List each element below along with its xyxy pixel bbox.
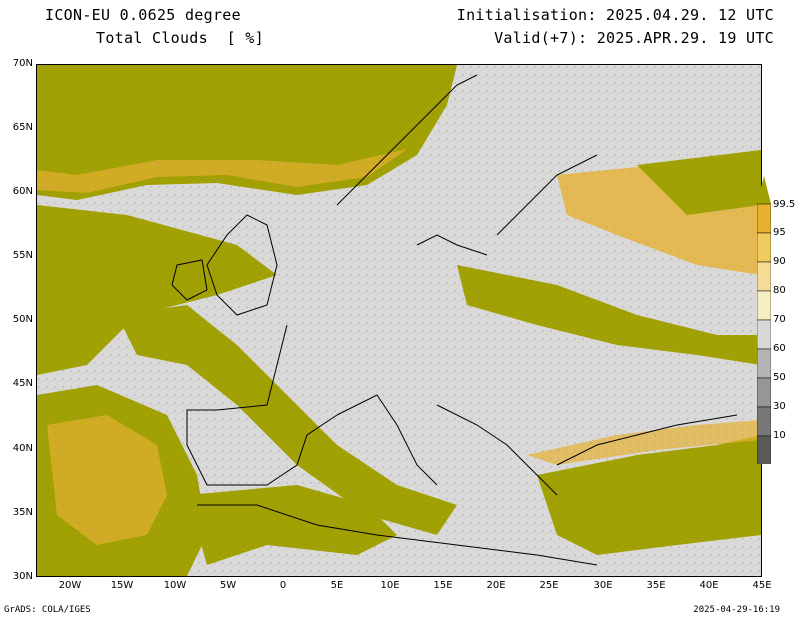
- colorbar-cell: [757, 261, 771, 292]
- colorbar-cell: [757, 203, 771, 234]
- colorbar-cap-top: [757, 176, 771, 204]
- colorbar-label-10: 10: [773, 430, 786, 441]
- lon-label-40e: 40E: [699, 580, 719, 591]
- variable-title: Total Clouds [ %]: [96, 29, 264, 47]
- lat-label-35n: 35N: [12, 507, 33, 518]
- map-canvas: [37, 65, 761, 576]
- colorbar: [757, 176, 771, 464]
- colorbar-label-30: 30: [773, 401, 786, 412]
- lon-label-0: 0: [279, 580, 287, 591]
- colorbar-cell: [757, 348, 771, 379]
- lat-label-60n: 60N: [12, 186, 33, 197]
- lon-label-15e: 15E: [433, 580, 453, 591]
- colorbar-cell: [757, 377, 771, 408]
- lat-label-70n: 70N: [12, 58, 33, 69]
- colorbar-cell: [757, 406, 771, 437]
- model-title: ICON-EU 0.0625 degree: [45, 6, 241, 24]
- coastlines: [171, 74, 738, 566]
- colorbar-label-95: 95: [773, 227, 786, 238]
- lat-label-45n: 45N: [12, 378, 33, 389]
- lon-label-45e: 45E: [752, 580, 772, 591]
- lon-label-10e: 10E: [380, 580, 400, 591]
- colorbar-label-60: 60: [773, 343, 786, 354]
- render-timestamp: 2025-04-29-16:19: [693, 605, 780, 615]
- lat-label-30n: 30N: [12, 571, 33, 582]
- lon-label-5w: 5W: [219, 580, 237, 591]
- lat-label-55n: 55N: [12, 250, 33, 261]
- colorbar-label-80: 80: [773, 285, 786, 296]
- lon-label-20e: 20E: [486, 580, 506, 591]
- lon-label-20w: 20W: [58, 580, 82, 591]
- colorbar-label-50: 50: [773, 372, 786, 383]
- colorbar-label-99-5: 99.5: [773, 199, 796, 210]
- cloud-cover-map[interactable]: [36, 64, 762, 577]
- lon-label-30e: 30E: [593, 580, 613, 591]
- lon-label-15w: 15W: [110, 580, 134, 591]
- lon-label-25e: 25E: [539, 580, 559, 591]
- initialisation-time: Initialisation: 2025.04.29. 12 UTC: [456, 6, 774, 24]
- colorbar-cell: [757, 290, 771, 321]
- valid-time: Valid(+7): 2025.APR.29. 19 UTC: [494, 29, 774, 47]
- colorbar-cell: [757, 232, 771, 263]
- lon-label-10w: 10W: [163, 580, 187, 591]
- credit-text: GrADS: COLA/IGES: [4, 605, 91, 615]
- lat-label-50n: 50N: [12, 314, 33, 325]
- lon-label-5e: 5E: [330, 580, 344, 591]
- lat-label-40n: 40N: [12, 443, 33, 454]
- lat-label-65n: 65N: [12, 122, 33, 133]
- colorbar-label-90: 90: [773, 256, 786, 267]
- colorbar-cell: [757, 435, 771, 464]
- lon-label-35e: 35E: [646, 580, 666, 591]
- colorbar-cell: [757, 319, 771, 350]
- colorbar-label-70: 70: [773, 314, 786, 325]
